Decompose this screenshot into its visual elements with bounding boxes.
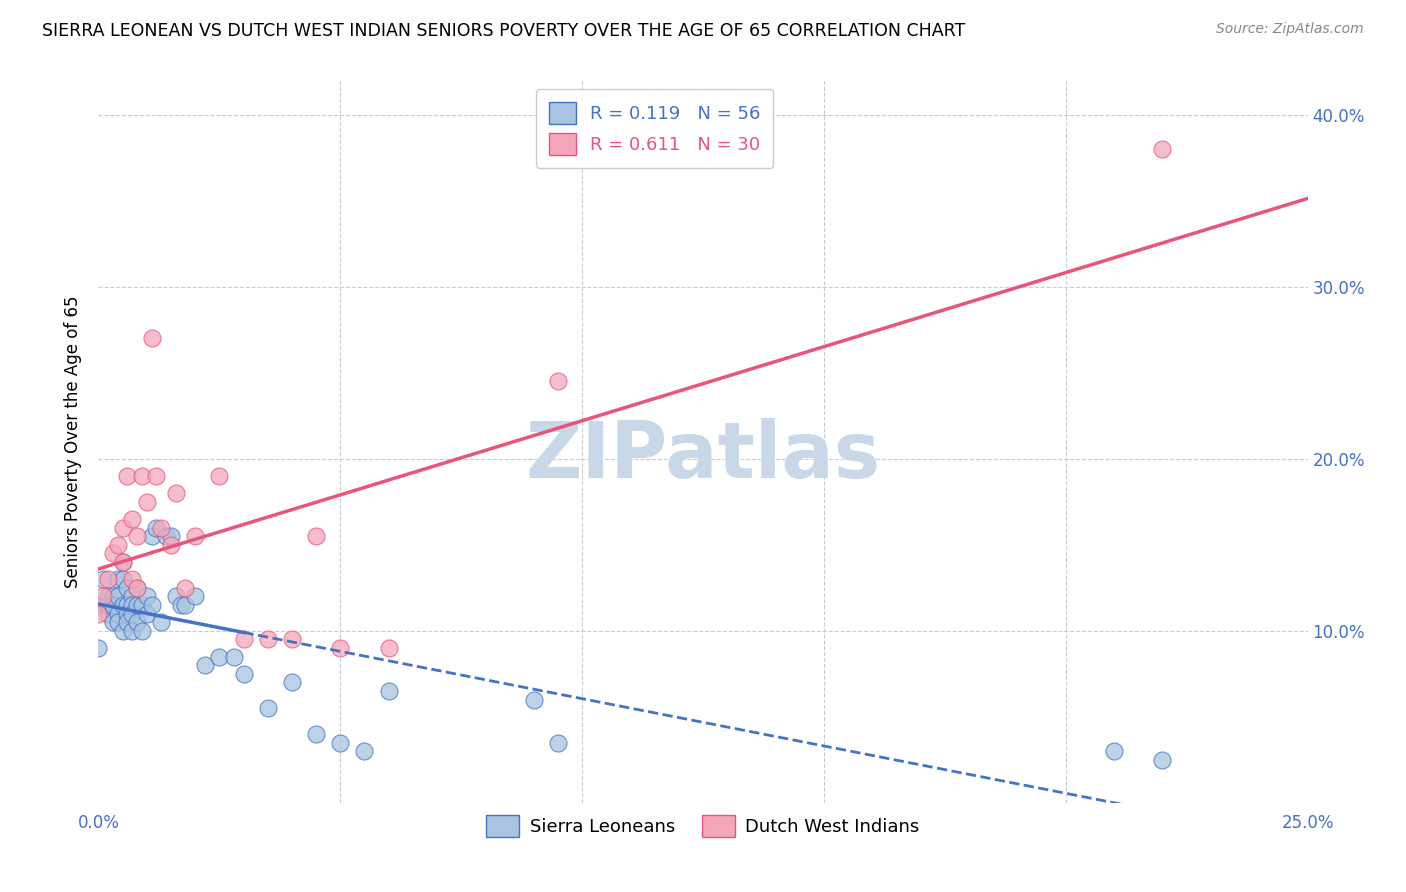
- Point: [91, 598, 114, 612]
- Point: [169, 598, 191, 612]
- Point: [107, 538, 129, 552]
- Point: [135, 607, 157, 621]
- Point: [111, 520, 134, 534]
- Point: [131, 469, 153, 483]
- Point: [232, 666, 254, 681]
- Point: [121, 607, 143, 621]
- Point: [107, 572, 129, 586]
- Point: [145, 469, 167, 483]
- Point: [150, 520, 173, 534]
- Point: [97, 607, 120, 621]
- Point: [101, 546, 124, 560]
- Point: [256, 701, 278, 715]
- Point: [121, 624, 143, 638]
- Point: [117, 469, 139, 483]
- Point: [121, 590, 143, 604]
- Point: [121, 598, 143, 612]
- Point: [141, 598, 163, 612]
- Point: [97, 598, 120, 612]
- Point: [117, 598, 139, 612]
- Point: [377, 640, 399, 655]
- Point: [91, 590, 114, 604]
- Point: [377, 684, 399, 698]
- Point: [222, 649, 245, 664]
- Point: [135, 494, 157, 508]
- Point: [523, 692, 546, 706]
- Point: [97, 572, 120, 586]
- Point: [329, 735, 352, 749]
- Point: [141, 331, 163, 345]
- Point: [101, 615, 124, 630]
- Point: [281, 675, 304, 690]
- Point: [194, 658, 217, 673]
- Point: [329, 640, 352, 655]
- Point: [117, 607, 139, 621]
- Point: [107, 607, 129, 621]
- Point: [121, 572, 143, 586]
- Text: ZIPatlas: ZIPatlas: [526, 418, 880, 494]
- Point: [131, 624, 153, 638]
- Point: [353, 744, 375, 758]
- Point: [97, 590, 120, 604]
- Point: [165, 486, 187, 500]
- Point: [160, 538, 183, 552]
- Point: [127, 615, 149, 630]
- Point: [87, 640, 110, 655]
- Point: [208, 469, 231, 483]
- Point: [547, 375, 569, 389]
- Point: [174, 598, 197, 612]
- Point: [127, 598, 149, 612]
- Point: [107, 590, 129, 604]
- Text: Source: ZipAtlas.com: Source: ZipAtlas.com: [1216, 22, 1364, 37]
- Point: [155, 529, 177, 543]
- Point: [305, 529, 328, 543]
- Point: [101, 598, 124, 612]
- Point: [117, 615, 139, 630]
- Y-axis label: Seniors Poverty Over the Age of 65: Seniors Poverty Over the Age of 65: [65, 295, 83, 588]
- Point: [184, 590, 207, 604]
- Point: [127, 581, 149, 595]
- Point: [160, 529, 183, 543]
- Point: [145, 520, 167, 534]
- Point: [91, 572, 114, 586]
- Point: [127, 581, 149, 595]
- Point: [174, 581, 197, 595]
- Point: [111, 598, 134, 612]
- Point: [547, 735, 569, 749]
- Point: [135, 590, 157, 604]
- Point: [150, 615, 173, 630]
- Text: SIERRA LEONEAN VS DUTCH WEST INDIAN SENIORS POVERTY OVER THE AGE OF 65 CORRELATI: SIERRA LEONEAN VS DUTCH WEST INDIAN SENI…: [42, 22, 966, 40]
- Point: [281, 632, 304, 647]
- Point: [107, 615, 129, 630]
- Legend: Sierra Leoneans, Dutch West Indians: Sierra Leoneans, Dutch West Indians: [479, 808, 927, 845]
- Point: [87, 607, 110, 621]
- Point: [111, 555, 134, 569]
- Point: [1152, 753, 1174, 767]
- Point: [1152, 142, 1174, 156]
- Point: [101, 590, 124, 604]
- Point: [111, 624, 134, 638]
- Point: [1102, 744, 1125, 758]
- Point: [127, 529, 149, 543]
- Point: [165, 590, 187, 604]
- Point: [141, 529, 163, 543]
- Point: [117, 581, 139, 595]
- Point: [111, 572, 134, 586]
- Point: [121, 512, 143, 526]
- Point: [256, 632, 278, 647]
- Point: [111, 555, 134, 569]
- Point: [131, 598, 153, 612]
- Point: [305, 727, 328, 741]
- Point: [208, 649, 231, 664]
- Point: [184, 529, 207, 543]
- Point: [232, 632, 254, 647]
